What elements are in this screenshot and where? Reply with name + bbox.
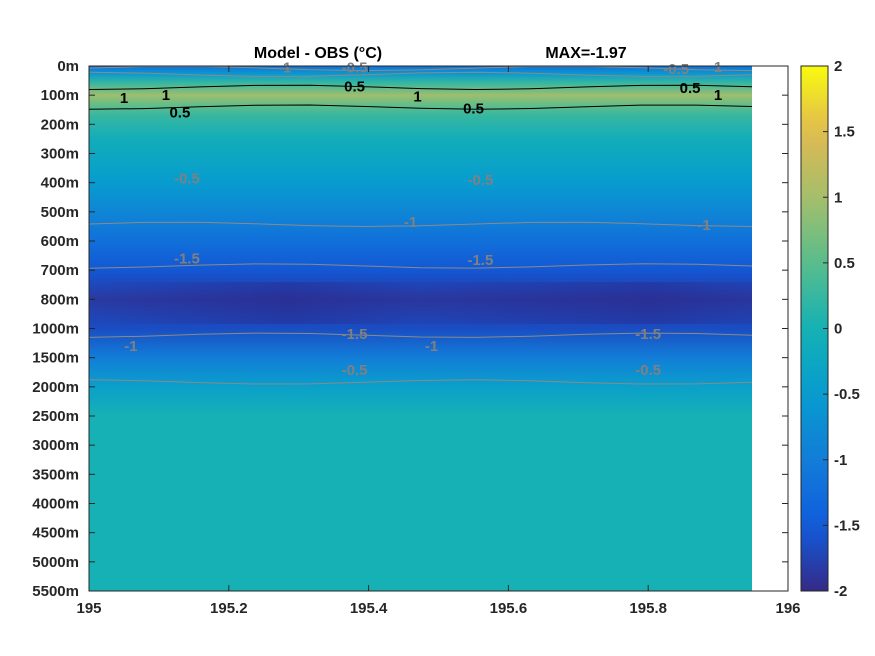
y-tick-label: 0m <box>57 58 79 75</box>
x-tick-label: 195.8 <box>629 600 667 617</box>
contour-label: -1 <box>124 338 137 355</box>
x-tick-label: 195.4 <box>350 600 388 617</box>
contour-label: 0.5 <box>344 78 365 95</box>
contour-label: -1.5 <box>635 326 661 343</box>
contour-line <box>88 221 753 228</box>
x-tick-label: 196 <box>775 600 800 617</box>
y-tick-label: 700m <box>41 262 79 279</box>
colorbar-tick-label: 0 <box>834 321 842 338</box>
contour-label: -1 <box>278 60 291 77</box>
contour-label: -0.5 <box>342 362 368 379</box>
contour-label: 1 <box>120 90 128 107</box>
colorbar-tick-label: 1 <box>834 189 842 206</box>
colorbar-tick-label: 2 <box>834 58 842 75</box>
y-tick-label: 5000m <box>32 554 79 571</box>
max-annotation: MAX=-1.97 <box>545 45 626 62</box>
y-tick-label: 200m <box>41 116 79 133</box>
y-axis: 0m 100m 200m 300m 400m 500m 600m 700m 800m 1000m 1… <box>32 58 788 600</box>
contour-label: -1.5 <box>467 252 493 269</box>
y-tick-label: 4000m <box>32 496 79 513</box>
x-axis: 195 195.2 195.4 195.6 195.8 196 <box>76 66 801 617</box>
y-tick-label: 5500m <box>32 583 79 600</box>
colorbar-axis: 2 1.5 1 0.5 0 -0.5 -1 -1.5 -2 <box>823 58 860 600</box>
y-tick-label: 300m <box>41 146 79 163</box>
contour-label: -1 <box>425 338 438 355</box>
y-tick-label: 600m <box>41 233 79 250</box>
heatmap-field <box>89 66 752 591</box>
colorbar-tick-label: 0.5 <box>834 255 855 272</box>
contour-label: 1 <box>714 59 722 76</box>
contour-label: 0.5 <box>463 100 484 117</box>
colorbar-tick-label: -1 <box>834 452 847 469</box>
contour-label: -0.5 <box>663 61 689 78</box>
x-tick-label: 195.2 <box>210 600 248 617</box>
contour-label: -1.5 <box>342 326 368 343</box>
y-tick-label: 2000m <box>32 379 79 396</box>
y-tick-label: 3000m <box>32 437 79 454</box>
heatmap-minimum-band <box>89 282 752 324</box>
y-tick-label: 4500m <box>32 525 79 542</box>
contour-label: -0.5 <box>342 60 368 77</box>
contour-label: 0.5 <box>169 105 190 122</box>
colorbar-tick-label: -1.5 <box>834 517 860 534</box>
contour-label: -0.5 <box>635 362 661 379</box>
contour-line <box>88 332 753 338</box>
contour-line <box>88 71 753 77</box>
contour-lines <box>88 65 753 385</box>
x-tick-label: 195.6 <box>490 600 528 617</box>
contour-label: 1 <box>162 87 170 104</box>
y-tick-label: 400m <box>41 175 79 192</box>
contour-label: 0.5 <box>680 80 701 97</box>
contour-label: 1 <box>413 89 421 106</box>
colorbar-tick-label: -0.5 <box>834 386 860 403</box>
y-tick-label: 2500m <box>32 408 79 425</box>
chart-title: Model - OBS (°C) <box>254 45 382 62</box>
colorbar-tick-label: -2 <box>834 583 847 600</box>
contour-label: -1.5 <box>174 251 200 268</box>
contour-line <box>88 84 753 91</box>
y-tick-label: 500m <box>41 204 79 221</box>
y-tick-label: 800m <box>41 291 79 308</box>
y-tick-label: 1500m <box>32 350 79 367</box>
contour-line <box>88 379 753 385</box>
y-tick-label: 1000m <box>32 321 79 338</box>
contour-label: -0.5 <box>174 170 200 187</box>
x-tick-label: 195 <box>76 600 101 617</box>
contour-line <box>88 104 753 110</box>
y-tick-label: 3500m <box>32 466 79 483</box>
contour-label: -0.5 <box>467 172 493 189</box>
contour-line <box>88 263 753 269</box>
colorbar-tick-label: 1.5 <box>834 124 855 141</box>
contour-label: -1 <box>697 217 710 234</box>
contour-label: 1 <box>714 87 722 104</box>
contour-label: -1 <box>404 214 417 231</box>
y-tick-label: 100m <box>41 87 79 104</box>
contour-labels: -1 -0.50.5-0.5 10.5 11 1 10.5 0.5-0.5 -0.5-1 -1-… <box>120 59 722 379</box>
